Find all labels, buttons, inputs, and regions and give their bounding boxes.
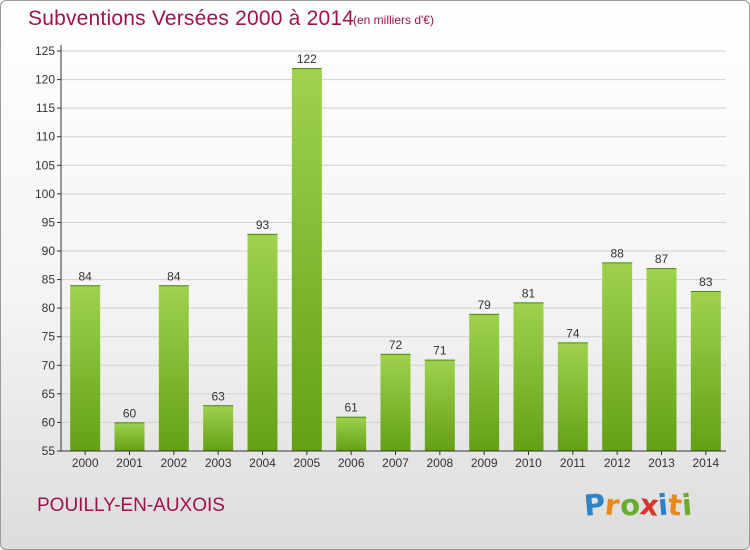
bar-value-label: 71 <box>433 344 447 358</box>
x-tick-label: 2004 <box>249 456 276 470</box>
bar-value-label: 122 <box>297 52 317 66</box>
bar <box>70 285 101 451</box>
y-tick-label: 100 <box>35 187 55 201</box>
bar-value-label: 84 <box>167 269 181 283</box>
bar <box>646 268 677 451</box>
x-tick-label: 2001 <box>116 456 143 470</box>
bar-value-label: 72 <box>389 338 403 352</box>
bar <box>557 342 588 451</box>
x-tick-label: 2008 <box>426 456 453 470</box>
brand-logo[interactable]: Proxiti <box>583 487 694 523</box>
y-tick-label: 120 <box>35 73 55 87</box>
bar <box>291 68 322 452</box>
x-tick-label: 2003 <box>205 456 232 470</box>
y-tick-label: 75 <box>42 330 56 344</box>
bar-value-label: 83 <box>699 275 713 289</box>
chart-title: Subventions Versées 2000 à 2014 <box>28 7 355 30</box>
bar-value-label: 84 <box>78 269 92 283</box>
bar <box>380 353 411 451</box>
x-tick-label: 2005 <box>293 456 320 470</box>
bar <box>690 291 721 451</box>
brand-letter: o <box>618 487 641 523</box>
x-tick-label: 2013 <box>648 456 675 470</box>
bar-value-label: 79 <box>477 298 491 312</box>
bar <box>203 405 234 451</box>
y-tick-label: 80 <box>42 301 56 315</box>
bar <box>602 262 633 451</box>
brand-letter: i <box>680 487 694 523</box>
y-tick-label: 60 <box>42 415 56 429</box>
x-tick-label: 2006 <box>338 456 365 470</box>
bar <box>247 233 278 451</box>
axes: 55 60 65 70 75 80 85 90 95 100 105 110 115 120 125 2000… <box>35 44 726 470</box>
bar-value-label: 74 <box>566 326 580 340</box>
x-tick-label: 2002 <box>160 456 187 470</box>
y-tick-label: 115 <box>36 101 55 115</box>
y-tick-label: 70 <box>42 358 56 372</box>
bar <box>424 359 455 451</box>
x-tick-label: 2011 <box>560 456 586 470</box>
x-tick-label: 2014 <box>692 456 719 470</box>
bar <box>158 285 189 451</box>
y-tick-label: 105 <box>35 158 55 172</box>
y-tick-label: 85 <box>42 273 56 287</box>
x-tick-label: 2007 <box>382 456 409 470</box>
bar <box>336 416 367 451</box>
bar-value-label: 93 <box>256 218 270 232</box>
bar-value-label: 87 <box>655 252 669 266</box>
bar <box>469 313 500 451</box>
x-tick-label: 2000 <box>72 456 99 470</box>
y-tick-label: 65 <box>42 387 56 401</box>
bar-value-label: 81 <box>522 286 536 300</box>
x-tick-label: 2012 <box>604 456 631 470</box>
x-tick-label: 2009 <box>471 456 498 470</box>
bar <box>513 302 544 451</box>
y-tick-label: 55 <box>42 444 56 458</box>
bars: 84 60 84 63 93 122 61 72 71 79 81 74 88 87 83 <box>70 52 721 452</box>
bar-value-label: 88 <box>610 246 624 260</box>
y-tick-label: 110 <box>36 130 55 144</box>
bar-value-label: 60 <box>123 406 137 420</box>
y-tick-label: 90 <box>42 244 56 258</box>
commune-name: POUILLY-EN-AUXOIS <box>37 495 225 516</box>
bar-value-label: 61 <box>344 401 358 415</box>
chart-subtitle: (en milliers d'€) <box>353 13 434 27</box>
bar <box>114 422 145 451</box>
x-tick-label: 2010 <box>515 456 542 470</box>
bar-value-label: 63 <box>211 389 225 403</box>
y-tick-label: 95 <box>42 215 56 229</box>
y-tick-label: 125 <box>35 44 55 58</box>
